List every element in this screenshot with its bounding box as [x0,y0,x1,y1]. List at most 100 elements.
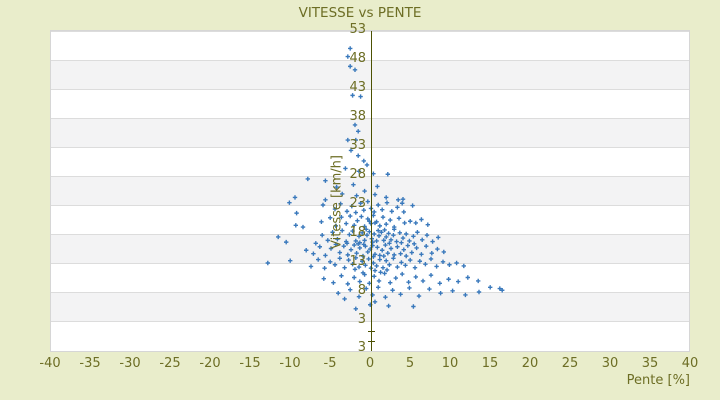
data-point [322,266,327,271]
data-point [377,257,382,262]
data-point [404,231,409,237]
data-point [400,271,405,277]
data-point [434,264,439,269]
data-point [372,268,378,273]
data-point [412,241,417,247]
data-point [332,262,338,267]
data-point [320,232,325,238]
data-point [345,137,350,143]
data-point [397,230,402,236]
data-point [341,243,346,249]
x-tick-label: 20 [521,356,539,371]
data-point [348,287,353,292]
data-point [388,246,394,251]
y-tick-label: 13 [349,254,366,269]
data-point [350,261,355,267]
data-point [386,303,391,309]
gridline [51,147,689,148]
data-point [385,250,390,256]
data-point [356,241,361,247]
data-point [352,242,357,248]
x-tick-label: 30 [601,356,619,371]
data-point [356,129,361,134]
data-point [438,290,443,296]
data-point [362,224,367,229]
data-point [407,285,412,291]
data-point [340,228,345,233]
y-tick-label: 38 [349,109,366,124]
data-point [361,158,366,164]
data-point [446,277,451,282]
y-tick-label: 3 [357,340,366,355]
data-point [321,276,326,281]
data-point [380,265,386,270]
data-point [400,235,406,241]
data-point [372,192,378,197]
data-point [360,270,366,276]
data-point [328,259,333,265]
data-point [359,214,364,219]
data-point [388,280,393,285]
data-point [378,270,383,275]
data-point [410,203,415,208]
data-point [417,259,422,264]
data-point [372,231,377,237]
data-point [287,200,292,205]
data-point [402,220,407,226]
data-point [293,223,298,228]
y-axis-line [371,31,372,351]
data-point [339,214,344,220]
data-point [398,292,403,297]
data-point [376,228,381,233]
data-point [387,241,392,246]
data-point [476,278,481,284]
data-point [476,289,482,295]
data-point [375,184,380,189]
data-point [391,232,396,238]
gridline [51,234,689,235]
data-point [288,258,293,263]
data-point [435,246,440,252]
data-point [407,238,412,244]
data-point [365,216,370,222]
x-tick-label: -30 [119,356,141,371]
y-tick-label: 33 [349,138,366,153]
data-point [305,176,310,182]
data-point [454,260,459,266]
data-point [345,54,350,59]
data-point [330,230,335,235]
data-point [353,137,358,143]
data-point [372,252,378,257]
data-point [323,253,328,258]
data-point [409,250,414,255]
grid-stripe [51,118,689,147]
data-point [337,256,342,261]
x-tick-label: 40 [681,356,699,371]
y-axis-title: Vitesse [km/h] [329,155,345,249]
data-point [362,188,367,194]
x-tick-label: -10 [279,356,301,371]
data-point [424,232,430,238]
data-point [430,239,435,244]
data-point [345,281,350,287]
data-point [374,238,379,244]
data-point [423,261,428,267]
data-point [347,232,352,237]
data-point [395,264,400,270]
data-point [463,292,468,298]
data-point [393,275,398,281]
data-point [350,93,355,98]
x-tick-label: -25 [159,356,181,371]
data-point [384,200,390,205]
x-tick-label: -15 [239,356,261,371]
data-point [497,286,502,291]
data-point [396,216,402,221]
y-tick-label: 43 [349,80,366,95]
data-point [411,304,416,309]
data-point [333,242,338,247]
data-point [500,288,505,293]
data-point [320,202,326,208]
gridline [51,321,689,322]
grid-stripe [51,31,689,60]
y-axis-minor-tick [368,330,375,332]
